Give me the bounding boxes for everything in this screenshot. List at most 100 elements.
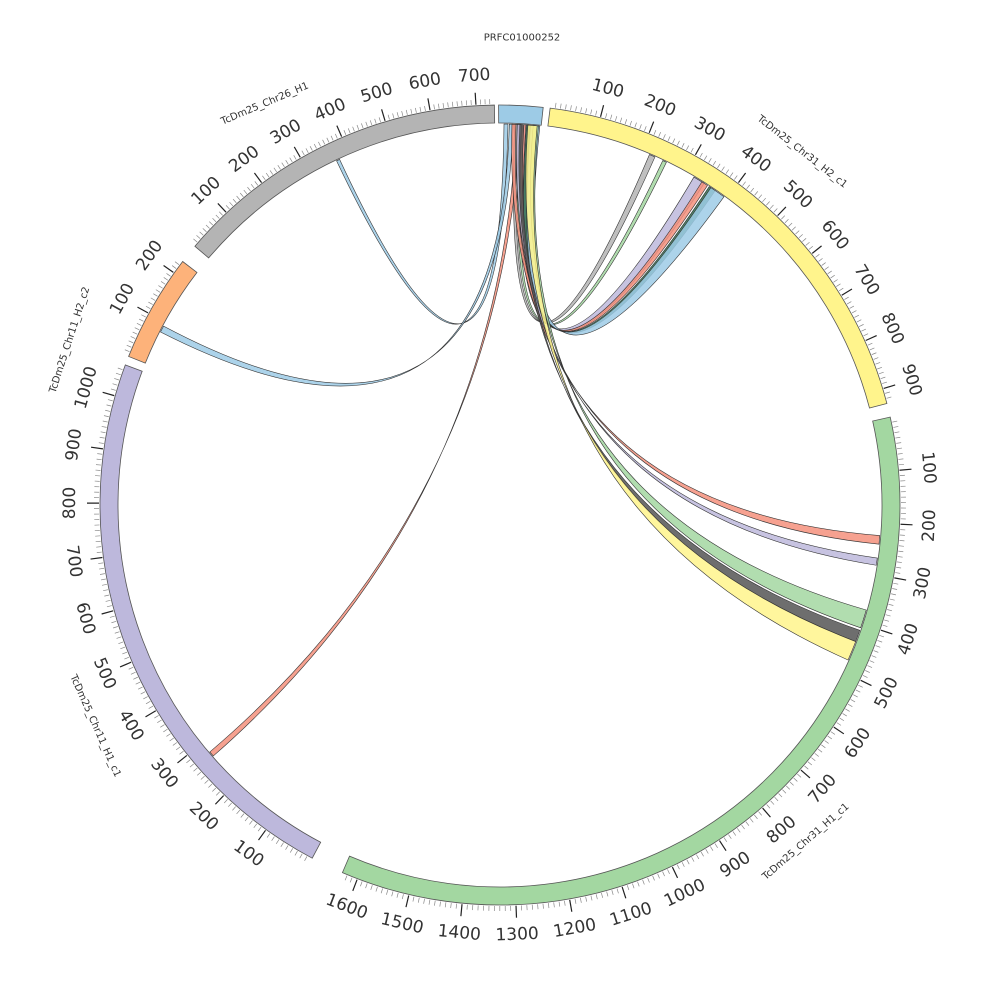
tick-label: 700 (457, 65, 491, 87)
minor-tick (899, 546, 904, 547)
minor-tick (706, 849, 709, 853)
minor-tick (99, 568, 104, 569)
minor-tick (245, 817, 248, 821)
minor-tick (576, 106, 577, 111)
major-tick (103, 392, 115, 395)
minor-tick (686, 146, 688, 150)
minor-tick (867, 666, 872, 668)
minor-tick (272, 837, 275, 841)
minor-tick (420, 107, 421, 112)
minor-tick (361, 123, 363, 128)
minor-tick (353, 127, 355, 132)
minor-tick (114, 378, 119, 380)
major-tick (461, 904, 462, 916)
minor-tick (107, 606, 112, 607)
tick-label: 1100 (607, 898, 654, 930)
minor-tick (397, 893, 398, 898)
minor-tick (831, 732, 835, 735)
minor-tick (232, 807, 235, 811)
minor-tick (226, 205, 229, 209)
minor-tick (554, 902, 555, 907)
minor-tick (654, 130, 656, 135)
minor-tick (897, 562, 902, 563)
minor-tick (135, 328, 139, 330)
minor-tick (726, 170, 729, 174)
minor-tick (429, 900, 430, 905)
minor-tick (828, 271, 832, 274)
minor-tick (818, 749, 822, 752)
minor-tick (149, 706, 153, 709)
minor-tick (133, 332, 138, 334)
major-tick (91, 447, 103, 449)
minor-tick (276, 840, 279, 844)
minor-tick (831, 275, 835, 278)
minor-tick (415, 108, 416, 113)
tick-label: 100 (188, 173, 225, 210)
minor-tick (742, 825, 745, 829)
minor-tick (302, 151, 304, 155)
minor-tick (821, 745, 825, 748)
minor-tick (138, 687, 142, 689)
minor-tick (379, 117, 380, 122)
tick-label: 400 (894, 621, 923, 658)
minor-tick (413, 897, 414, 902)
minor-tick (175, 262, 179, 265)
tick-label: 800 (60, 487, 80, 520)
minor-tick (876, 646, 881, 648)
minor-tick (898, 459, 903, 460)
major-tick (218, 203, 226, 212)
minor-tick (844, 297, 848, 300)
major-tick (102, 611, 114, 614)
minor-tick (898, 557, 903, 558)
minor-tick (176, 747, 180, 750)
minor-tick (811, 758, 815, 761)
minor-tick (586, 108, 587, 113)
minor-tick (825, 267, 829, 270)
minor-tick (104, 595, 109, 596)
minor-tick (775, 797, 778, 801)
minor-tick (376, 887, 378, 892)
minor-tick (133, 677, 138, 679)
minor-tick (402, 111, 403, 116)
minor-tick (840, 718, 844, 721)
ticks-layer: 1002003004005006007008009001002003004005… (60, 65, 940, 946)
minor-tick (255, 181, 258, 185)
minor-tick (883, 625, 888, 626)
minor-tick (136, 682, 140, 684)
minor-tick (203, 228, 207, 231)
minor-tick (839, 288, 843, 291)
minor-tick (815, 254, 819, 257)
minor-tick (194, 768, 198, 771)
minor-tick (116, 373, 121, 375)
minor-tick (828, 736, 832, 739)
minor-tick (836, 284, 840, 287)
minor-tick (117, 637, 122, 639)
minor-tick (170, 738, 174, 741)
major-tick (763, 808, 771, 817)
minor-tick (607, 892, 608, 897)
minor-tick (97, 552, 102, 553)
minor-tick (799, 234, 803, 237)
minor-tick (213, 218, 217, 222)
minor-tick (789, 223, 793, 226)
minor-tick (564, 901, 565, 906)
minor-tick (560, 104, 561, 109)
minor-tick (896, 443, 901, 444)
minor-tick (722, 167, 725, 171)
tick-label: 100 (590, 75, 626, 102)
minor-tick (819, 258, 823, 261)
minor-tick (360, 882, 362, 887)
minor-tick (331, 136, 333, 141)
minor-tick (196, 235, 200, 238)
minor-tick (113, 626, 118, 628)
minor-tick (856, 690, 860, 692)
minor-tick (870, 348, 875, 350)
labels-layer: PRFC01000252TcDm25_Chr31_H2_c1TcDm25_Chr… (47, 33, 851, 884)
minor-tick (139, 319, 143, 321)
minor-tick (158, 286, 162, 289)
minor-tick (794, 778, 798, 781)
minor-tick (258, 827, 261, 831)
minor-tick (157, 720, 161, 723)
minor-tick (898, 453, 903, 454)
minor-tick (596, 111, 597, 116)
